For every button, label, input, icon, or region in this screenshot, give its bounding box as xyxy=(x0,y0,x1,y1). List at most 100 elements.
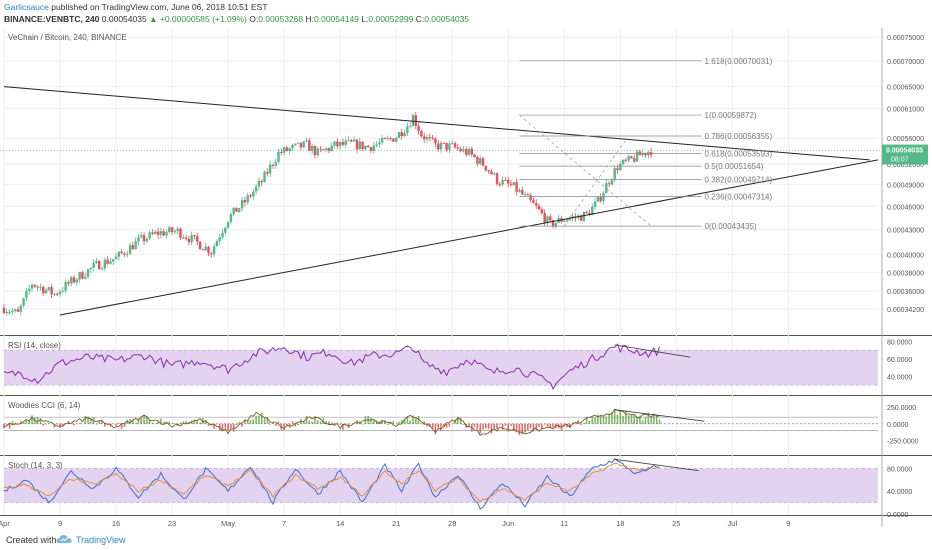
candle-body xyxy=(364,145,367,150)
fib-level-label: 0.236(0.00047314) xyxy=(705,193,773,202)
candle-body xyxy=(479,158,482,164)
candle-body xyxy=(422,136,426,140)
candle-body xyxy=(33,284,37,287)
candle-body xyxy=(535,203,538,206)
candle-body xyxy=(470,148,474,155)
candle-body xyxy=(221,232,224,238)
price-tick-label: 0.00075000 xyxy=(887,35,924,42)
candle-body xyxy=(428,137,431,139)
footer: Created with TradingView xyxy=(0,530,932,550)
candle-body xyxy=(75,279,79,283)
candle-body xyxy=(235,207,238,212)
candle-body xyxy=(495,173,499,185)
candle-body xyxy=(605,183,608,194)
candle-body xyxy=(563,220,566,222)
candle-body xyxy=(448,143,451,150)
candle-body xyxy=(187,238,191,243)
candle-body xyxy=(218,237,221,242)
candle-body xyxy=(148,232,151,239)
price-tick-label: 0.00046000 xyxy=(887,204,924,211)
candle-body xyxy=(226,221,230,228)
fib-level-label: 1.618(0.00070031) xyxy=(705,57,773,66)
chart-canvas[interactable]: Apr 9 16 23 May 7 14 21 28 Jun 11 18 25 Jul 9 0.0007500… xyxy=(0,28,932,530)
stoch-divergence-line xyxy=(614,458,699,472)
fib-level-label: 1(0.00059872) xyxy=(705,111,757,120)
tradingview-brand[interactable]: TradingView xyxy=(76,535,126,545)
candle-body xyxy=(25,290,28,299)
candle-body xyxy=(28,288,31,291)
candle-body xyxy=(92,262,95,268)
candle-body xyxy=(176,228,179,232)
candle-body xyxy=(549,216,552,221)
candle-body xyxy=(210,253,213,255)
rsi-line xyxy=(3,343,660,391)
x-axis-label: 21 xyxy=(392,519,400,528)
candle-body xyxy=(193,235,196,237)
candle-body xyxy=(436,143,440,150)
candle-body xyxy=(386,138,389,140)
x-axis-label: 7 xyxy=(282,519,286,528)
x-axis-label: 9 xyxy=(58,519,62,528)
candle-body xyxy=(291,144,294,149)
x-axis-label: 14 xyxy=(336,519,344,528)
candle-body xyxy=(347,139,350,141)
candle-body xyxy=(336,141,339,147)
candle-body xyxy=(473,154,476,157)
candle-body xyxy=(585,211,588,213)
candle-body xyxy=(322,149,325,151)
price-tick-label: 0.00040000 xyxy=(887,253,924,260)
candle-body xyxy=(501,179,504,185)
fib-level-label: 0.5(0.00051654) xyxy=(705,162,764,171)
candle-body xyxy=(397,132,401,138)
candle-body xyxy=(641,152,644,156)
low-label: L: xyxy=(361,14,369,24)
open-value: 0.00053268 xyxy=(258,14,304,24)
candle-body xyxy=(526,194,530,196)
rsi-title: RSI (14, close) xyxy=(8,341,61,350)
candle-body xyxy=(81,272,84,279)
candle-body xyxy=(184,237,188,239)
fib-level-label: 0.786(0.00056355) xyxy=(705,132,773,141)
author-link[interactable]: Garlicsauce xyxy=(4,2,49,12)
x-axis-label: Jun xyxy=(502,519,514,528)
publish-line: Garlicsauce published on TradingView.com… xyxy=(4,2,268,12)
candle-body xyxy=(593,201,597,207)
stoch-band xyxy=(4,468,878,503)
triangle-lower-trendline xyxy=(59,159,879,316)
stoch-tick-label: 80.0000 xyxy=(887,466,912,473)
candle-body xyxy=(394,137,398,142)
candle-body xyxy=(36,286,39,288)
candle-body xyxy=(476,156,479,164)
candle-body xyxy=(5,312,9,314)
candle-body xyxy=(274,162,277,166)
candle-body xyxy=(380,137,384,143)
candle-body xyxy=(154,231,157,234)
candle-body xyxy=(512,182,516,186)
candle-body xyxy=(551,220,555,227)
candle-body xyxy=(596,197,600,202)
candle-body xyxy=(123,253,126,255)
candle-body xyxy=(131,245,135,250)
x-axis-label: 9 xyxy=(786,519,790,528)
candle-body xyxy=(100,268,104,270)
candle-body xyxy=(316,148,319,156)
candle-body xyxy=(106,259,109,264)
candle-body xyxy=(459,148,462,152)
candle-body xyxy=(156,231,160,235)
close-label: C: xyxy=(415,14,425,24)
candle-body xyxy=(619,163,622,171)
candle-body xyxy=(128,245,132,255)
fib-level-label: 0.618(0.00053593) xyxy=(705,149,773,158)
x-axis-label: 25 xyxy=(672,519,680,528)
candle-body xyxy=(95,260,98,263)
candle-body xyxy=(591,206,594,216)
cci-tick-label: 250.0000 xyxy=(887,405,916,412)
candle-body xyxy=(229,214,233,222)
candle-body xyxy=(529,195,532,201)
candle-body xyxy=(507,179,510,184)
x-axis-label: 16 xyxy=(112,519,120,528)
candle-body xyxy=(204,246,207,251)
candle-body xyxy=(408,126,412,128)
countdown-text: 08:07 xyxy=(891,157,909,164)
candle-body xyxy=(543,213,546,223)
